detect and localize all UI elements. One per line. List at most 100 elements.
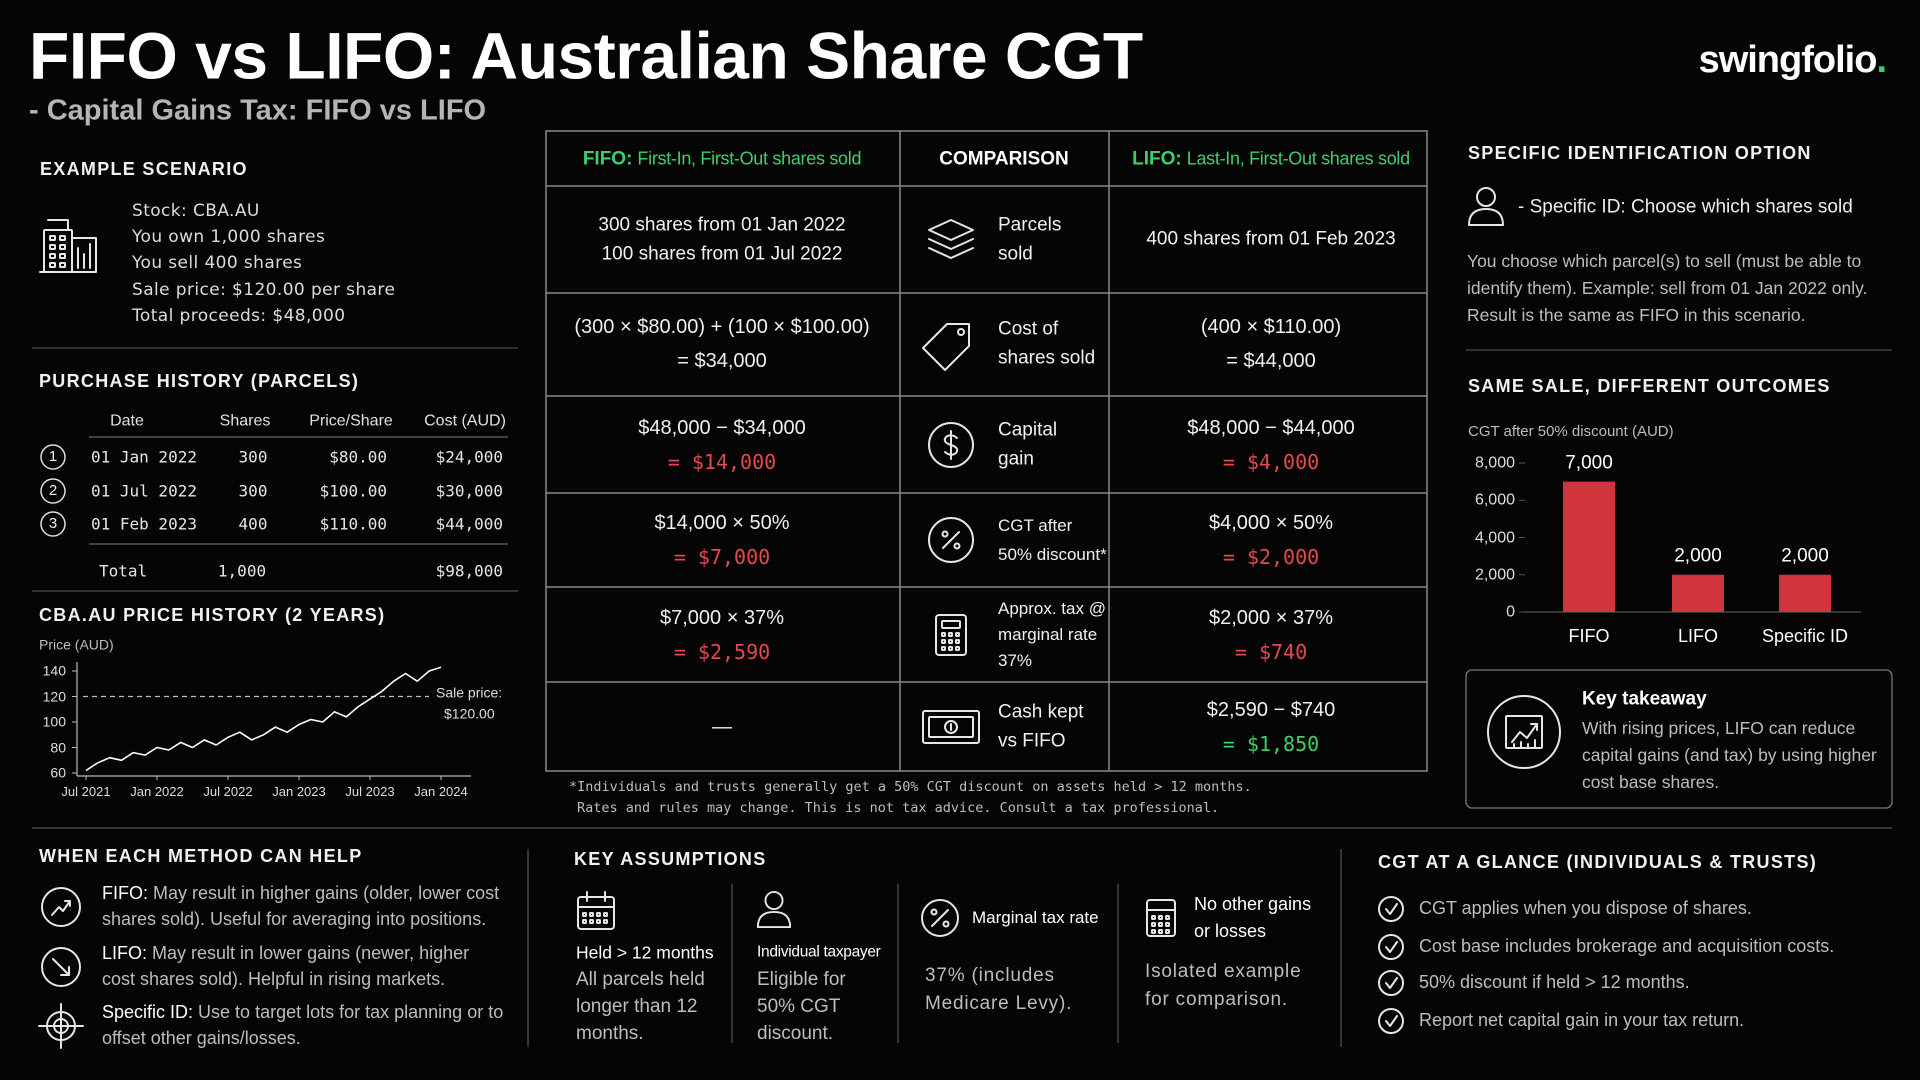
- column-header: Price/Share: [309, 412, 393, 430]
- title: FIFO vs LIFO: Australian Share CGT: [29, 18, 1143, 93]
- assumption-body: Eligible for 50% CGT discount.: [757, 969, 846, 1044]
- icon-stroke: [1378, 1008, 1404, 1034]
- row-label: Cash kept: [998, 701, 1084, 723]
- calc-text: $48,000 − $44,000: [1187, 417, 1355, 439]
- icon-stroke: [1158, 922, 1163, 927]
- icon-stroke: [596, 912, 601, 917]
- calc-text: 100 shares from 01 Jul 2022: [601, 243, 843, 265]
- icon-stroke: [1151, 915, 1156, 920]
- icon-stroke: [944, 720, 958, 734]
- icon-stroke: [921, 899, 959, 937]
- total-cell: $98,000: [435, 561, 503, 581]
- icon-tag: [922, 323, 970, 371]
- y-tick-label: 100: [42, 713, 66, 730]
- icon-stroke: [49, 244, 56, 250]
- paragraph: With rising prices, LIFO can reduce capi…: [1582, 718, 1877, 792]
- scenario-line: Stock: CBA.AU: [132, 200, 260, 221]
- section-heading: EXAMPLE SCENARIO: [40, 159, 248, 180]
- scenario-line: Sale price: $120.00 per share: [132, 279, 396, 300]
- icon-stroke: [941, 646, 946, 651]
- section-heading: SPECIFIC IDENTIFICATION OPTION: [1468, 143, 1812, 164]
- footnote: Rates and rules may change. This is not …: [577, 799, 1220, 816]
- icon-percent: [928, 517, 974, 563]
- row-label: 50% discount*: [998, 544, 1107, 564]
- result-value: = $14,000: [667, 450, 777, 474]
- calc-text: $2,000 × 37%: [1209, 607, 1333, 629]
- icon-calc: [935, 614, 967, 656]
- icon-stroke: [1513, 739, 1536, 749]
- icon-stroke: [1385, 903, 1398, 915]
- row-label: Approx. tax @: [998, 598, 1106, 618]
- icon-stroke: [1385, 941, 1398, 953]
- icon-stroke: [928, 517, 974, 563]
- method-text: May result in lower gains (newer, higher…: [102, 943, 470, 989]
- icon-target: [38, 1003, 84, 1049]
- section-heading: WHEN EACH METHOD CAN HELP: [39, 846, 363, 867]
- x-tick-label: Jul 2023: [345, 784, 395, 800]
- x-tick-label: LIFO: [1677, 626, 1719, 647]
- icon-stroke: [948, 639, 953, 644]
- x-tick-label: Specific ID: [1761, 626, 1849, 647]
- icon-calcs: [1146, 899, 1176, 937]
- row-label: Cost of: [998, 318, 1059, 340]
- icon-building: [39, 219, 97, 273]
- icon-stroke: [577, 896, 615, 930]
- y-tick-label: 0: [1506, 603, 1515, 621]
- icon-stroke: [51, 900, 71, 916]
- x-tick-label: Jan 2023: [272, 784, 326, 800]
- icon-stroke: [948, 646, 953, 651]
- icon-stroke: [41, 887, 81, 927]
- y-tick-label: 2,000: [1474, 566, 1515, 584]
- result-value: = $2,000: [1222, 545, 1320, 569]
- icon-stroke: [41, 947, 81, 987]
- row-label: vs FIFO: [998, 730, 1066, 752]
- cell: 400: [238, 514, 268, 534]
- icon-stroke: [955, 639, 960, 644]
- subtitle: - Capital Gains Tax: FIFO vs LIFO: [29, 94, 487, 127]
- icon-stroke: [922, 710, 980, 744]
- icon-stroke: [1487, 695, 1561, 769]
- assumption-title: No other gains or losses: [1194, 894, 1312, 941]
- total-cell: 1,000: [217, 561, 267, 581]
- icon-stroke: [589, 912, 594, 917]
- row-label: CGT after: [998, 515, 1073, 535]
- icon-check: [1378, 970, 1404, 996]
- icon-stroke: [1151, 929, 1156, 934]
- takeaway-box: [1465, 669, 1893, 809]
- icon-stroke: [1385, 1015, 1398, 1027]
- glance-item: CGT applies when you dispose of shares.: [1419, 898, 1752, 919]
- assumption-title: Held > 12 months: [576, 942, 714, 963]
- parcel-badge: [40, 444, 66, 470]
- icon-stroke: [928, 422, 974, 468]
- icon-check: [1378, 896, 1404, 922]
- axis-label: CGT after 50% discount (AUD): [1468, 423, 1674, 440]
- icon-stroke: [589, 919, 594, 924]
- calc-text: $4,000 × 50%: [1209, 512, 1333, 534]
- footnote: *Individuals and trusts generally get a …: [569, 778, 1252, 795]
- icon-stroke: [1158, 929, 1163, 934]
- icon-stroke: [60, 966, 70, 976]
- row-label: shares sold: [998, 347, 1096, 369]
- icon-stroke: [1146, 899, 1176, 937]
- icon-stroke: [1476, 187, 1496, 207]
- icon-stroke: [52, 958, 70, 976]
- y-tick-label: 140: [42, 662, 66, 679]
- calc-text: $14,000 × 50%: [654, 512, 790, 534]
- row-label: Parcels: [998, 214, 1062, 236]
- cell: 300: [238, 481, 268, 501]
- y-tick-label: 60: [50, 764, 66, 781]
- calc-text: —: [712, 716, 732, 738]
- icon-stroke: [941, 530, 949, 538]
- total-label: Total: [99, 561, 148, 581]
- calc-text: 300 shares from 01 Jan 2022: [598, 214, 846, 236]
- row-label: gain: [998, 448, 1034, 470]
- icon-stroke: [756, 910, 792, 929]
- section-heading: PURCHASE HISTORY (PARCELS): [39, 371, 360, 392]
- scenario-line: You sell 400 shares: [132, 252, 303, 273]
- icon-stroke: [1165, 929, 1170, 934]
- icon-stroke: [1151, 922, 1156, 927]
- icon-stroke: [1165, 922, 1170, 927]
- glance-item: Cost base includes brokerage and acquisi…: [1419, 936, 1835, 957]
- icon-stroke: [928, 716, 974, 738]
- result-value: = $740: [1234, 640, 1308, 664]
